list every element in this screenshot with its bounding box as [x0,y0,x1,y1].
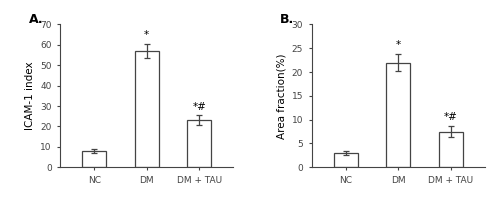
Bar [334,153,357,167]
Text: *#: *# [192,102,206,112]
Bar [135,51,158,167]
Text: A.: A. [29,13,43,26]
Text: *: * [144,30,150,40]
Text: *: * [396,40,401,50]
Y-axis label: ICAM-1 index: ICAM-1 index [24,62,34,130]
Y-axis label: Area fraction(%): Area fraction(%) [276,53,286,139]
Bar [82,151,106,167]
Bar [386,63,410,167]
Text: B.: B. [280,13,294,26]
Bar [188,120,211,167]
Bar [439,132,462,167]
Text: *#: *# [444,112,458,122]
